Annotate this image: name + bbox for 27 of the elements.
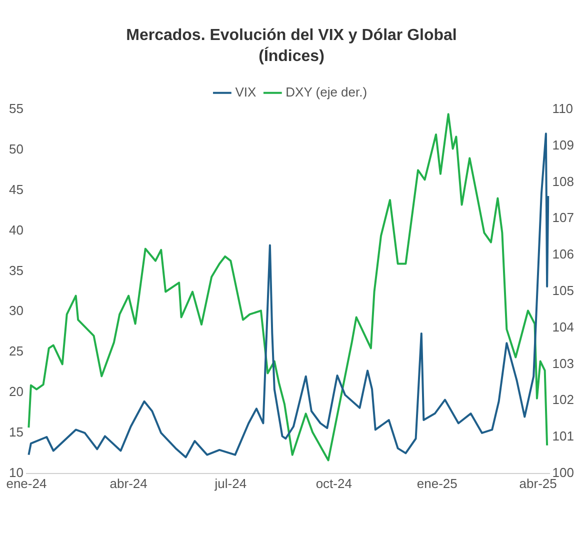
y-tick-label: 55: [8, 100, 24, 116]
y-tick-label: 30: [8, 303, 24, 318]
y-tick-label: 50: [8, 141, 24, 156]
legend-label: VIX: [235, 84, 256, 100]
x-tick-label: oct-24: [316, 476, 352, 491]
y-tick-label: 45: [8, 182, 24, 197]
legend-label: DXY (eje der.): [286, 84, 368, 100]
y-tick-label: 15: [8, 424, 24, 440]
x-tick-label: ene-25: [416, 476, 458, 491]
y2-tick-label: 102: [552, 392, 574, 408]
chart-title: Mercados. Evolución del VIX y Dólar Global: [126, 27, 457, 44]
y-tick-label: 35: [8, 262, 24, 278]
y2-tick-label: 105: [552, 282, 574, 298]
chart-subtitle: (Índices): [258, 46, 324, 66]
y2-tick-label: 109: [552, 137, 574, 152]
x-tick-label: jul-24: [214, 476, 247, 491]
y-tick-label: 40: [8, 222, 24, 238]
y2-tick-label: 108: [552, 174, 574, 189]
y-tick-label: 25: [8, 344, 24, 359]
y2-tick-label: 101: [552, 428, 574, 444]
y-tick-label: 20: [8, 384, 24, 400]
x-tick-label: abr-24: [110, 476, 148, 491]
y2-tick-label: 107: [552, 210, 574, 226]
y2-tick-label: 106: [552, 246, 574, 262]
y2-tick-label: 110: [552, 100, 574, 116]
y2-tick-label: 103: [552, 356, 574, 371]
y2-tick-label: 104: [552, 319, 574, 334]
